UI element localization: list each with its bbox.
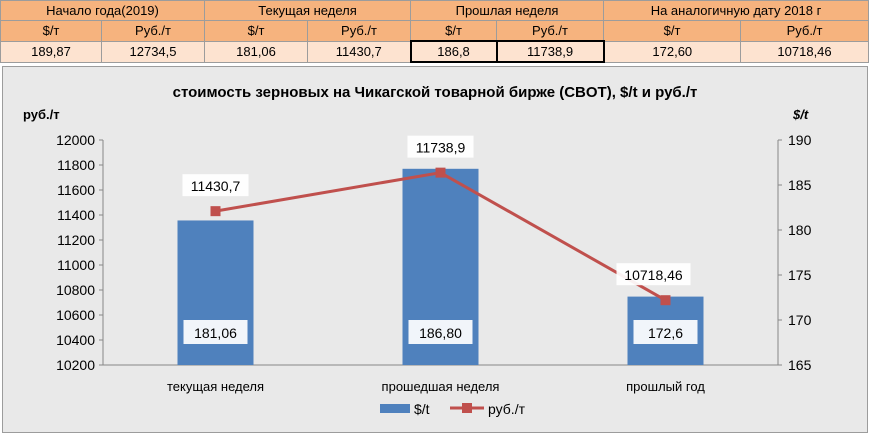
unit-rub-header: Руб./т xyxy=(307,20,412,42)
x-category-label: текущая неделя xyxy=(167,379,264,394)
summary-value-row: 189,87 12734,5 181,06 11430,7 186,8 1173… xyxy=(0,40,870,63)
line-data-label: 10718,46 xyxy=(624,267,683,283)
x-category-label: прошлый год xyxy=(626,379,705,394)
combo-chart: стоимость зерновых на Чикагской товарной… xyxy=(23,84,812,417)
y-right-tick-label: 175 xyxy=(788,267,812,283)
line-data-label-bg xyxy=(407,135,474,158)
y-right-tick-label: 165 xyxy=(788,357,812,373)
y-left-tick-label: 10800 xyxy=(56,282,95,298)
unit-rub-header: Руб./т xyxy=(100,20,206,42)
line-data-label-bg xyxy=(182,174,249,197)
y-right-tick-label: 180 xyxy=(788,222,812,238)
summary-unit-row: $/т Руб./т $/т Руб./т $/т Руб./т $/т Руб… xyxy=(0,20,870,42)
line-data-label: 11738,9 xyxy=(416,140,466,156)
axes: 10200 10400 10600 10800 11000 11200 11400 11600… xyxy=(56,132,812,394)
value-rub: 12734,5 xyxy=(100,40,206,63)
line-marker xyxy=(660,295,671,306)
bar-data-label-bg xyxy=(408,320,473,344)
y-left-tick-label: 11000 xyxy=(57,257,95,273)
y-left-tick-label: 10600 xyxy=(56,307,95,323)
value-usd: 181,06 xyxy=(204,40,309,63)
unit-usd-header: $/т xyxy=(0,20,102,42)
y-left-tick-label: 12000 xyxy=(56,132,95,148)
y-left-tick-label: 11200 xyxy=(57,232,95,248)
y-left-tick-label: 11800 xyxy=(57,157,95,173)
unit-usd-header: $/т xyxy=(410,20,498,42)
legend: $/t руб./т xyxy=(380,401,526,417)
unit-usd-header: $/т xyxy=(204,20,309,42)
summary-group-title: Текущая неделя xyxy=(204,0,412,21)
bar-data-label: 172,6 xyxy=(648,325,683,341)
chart-area: стоимость зерновых на Чикагской товарной… xyxy=(2,66,868,433)
legend-label-bar: $/t xyxy=(414,401,430,417)
value-usd: 186,8 xyxy=(409,40,498,63)
y-right-tick-label: 185 xyxy=(788,177,812,193)
legend-label-line: руб./т xyxy=(488,401,526,417)
line-marker xyxy=(435,167,446,178)
summary-group-title: Начало года(2019) xyxy=(0,0,206,21)
bar-data-label: 186,80 xyxy=(419,325,462,341)
y-right-tick-label: 170 xyxy=(788,312,812,328)
y-axis-right-label: $/t xyxy=(792,107,809,122)
unit-rub-header: Руб./т xyxy=(740,20,870,42)
y-left-tick-label: 11400 xyxy=(57,207,95,223)
line-series: 11430,7 11738,9 10718,46 xyxy=(182,135,691,306)
bar-data-label: 181,06 xyxy=(194,325,237,341)
legend-swatch-marker xyxy=(462,403,472,413)
bar-data-label-bg xyxy=(633,320,698,344)
y-right-tick-label: 190 xyxy=(788,132,812,148)
summary-header-row: Начало года(2019) Текущая неделя Прошлая… xyxy=(0,0,870,21)
summary-group-title: На аналогичную дату 2018 г xyxy=(603,0,870,21)
bar-data-label-bg xyxy=(183,320,248,344)
y-axis-left-label: руб./т xyxy=(23,107,60,122)
y-left-tick-label: 10200 xyxy=(56,357,95,373)
unit-usd-header: $/т xyxy=(603,20,742,42)
x-category-label: прошедшая неделя xyxy=(382,379,500,394)
value-rub: 10718,46 xyxy=(740,40,870,63)
summary-group-title: Прошлая неделя xyxy=(410,0,605,21)
legend-swatch-bar xyxy=(380,404,410,413)
unit-rub-header: Руб./т xyxy=(496,20,605,42)
y-left-tick-label: 10400 xyxy=(56,332,95,348)
value-rub: 11738,9 xyxy=(495,40,605,63)
value-rub: 11430,7 xyxy=(307,40,412,63)
line-data-label: 11430,7 xyxy=(191,178,241,194)
line-data-label-bg xyxy=(616,263,691,286)
summary-table: Начало года(2019) Текущая неделя Прошлая… xyxy=(0,0,870,63)
value-usd: 189,87 xyxy=(0,40,102,63)
value-usd: 172,60 xyxy=(603,40,742,63)
bar-series: 181,06 186,80 172,6 xyxy=(177,168,704,365)
line-marker xyxy=(210,206,221,217)
y-left-tick-label: 11600 xyxy=(57,182,95,198)
chart-title: стоимость зерновых на Чикагской товарной… xyxy=(173,84,698,101)
